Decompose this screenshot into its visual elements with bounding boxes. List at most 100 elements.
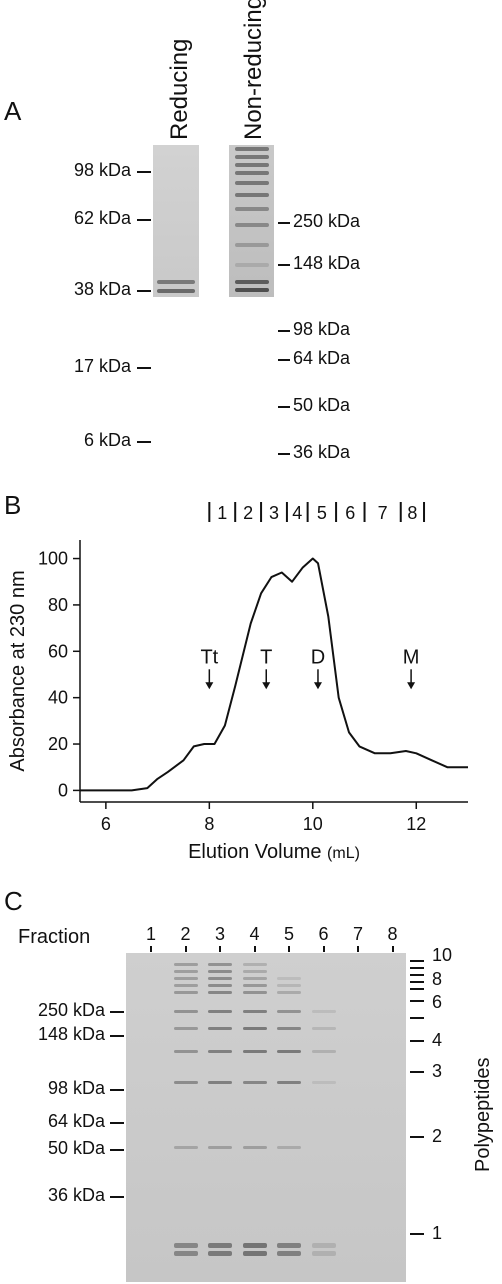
ladder-tick [410,1136,424,1138]
marker-tick [137,290,151,292]
annotation-arrow-head [262,682,271,690]
marker-label-148kda: 148 kDa [293,253,361,273]
y-tick-label: 100 [38,549,68,569]
marker-tick [278,359,290,361]
marker-label-250kda-c: 250 kDa [37,1000,105,1020]
gel-band [157,289,195,293]
ladder-tick [410,974,424,976]
marker-label-36kda: 36 kDa [293,442,351,462]
gel-band [173,1146,198,1149]
x-axis-label: Elution Volume (mL) [188,841,360,863]
annotation-arrow-head [205,682,214,690]
gel-band [235,263,269,267]
polypeptide-number-3: 3 [432,1061,443,1081]
polypeptide-number-10: 10 [432,945,453,965]
gel-band [208,1251,232,1256]
fraction-number: 2 [243,503,253,523]
gel-band [242,970,267,973]
lane-number: 1 [146,924,157,944]
marker-label-38kda: 38 kDa [73,279,131,299]
gel-band [242,977,267,980]
panel-c-label: C [4,886,23,916]
gel-band [208,1146,232,1149]
marker-label-17kda: 17 kDa [73,356,131,376]
gel-band [208,1050,232,1053]
lane-header-non-reducing: Non-reducing [240,0,267,140]
lane-tick [184,946,187,952]
gel-band [173,1050,198,1053]
marker-label-62kda: 62 kDa [73,208,131,228]
gel-band [277,1146,301,1149]
gel-band [173,984,198,987]
panel-a-label: A [4,96,22,126]
lane-number: 4 [249,924,260,944]
marker-tick [137,367,151,369]
y-tick-label: 60 [48,641,68,661]
gel-band [208,970,232,973]
x-tick-label: 10 [303,814,323,834]
x-tick-label: 6 [101,814,111,834]
marker-tick [110,1122,124,1124]
ladder-tick [410,1040,424,1042]
gel-band [157,280,195,284]
marker-label-98kda-right: 98 kDa [293,319,351,339]
marker-label-6kda: 6 kDa [83,430,131,450]
ladder-tick [410,981,424,983]
panel-b-label: B [4,490,22,520]
gel-band [208,1027,232,1030]
marker-tick [137,219,151,221]
gel-band [277,1251,301,1256]
ladder-tick [410,1233,424,1235]
gel-fraction-panel [126,953,406,1282]
gel-band [208,1010,232,1013]
lane-tick [391,946,394,952]
lane-tick [322,946,325,952]
lane-tick [150,946,152,952]
gel-band [173,1251,198,1256]
gel-band [242,1146,267,1149]
marker-label-64kda-c: 64 kDa [47,1111,105,1131]
elution-chart: 0 20 40 60 80 100 6 8 10 12 Elution Volume (mL) Abs… [7,502,468,863]
gel-band [277,991,301,994]
gel-band [242,1027,267,1030]
lane-number: 8 [387,924,398,944]
ladder-tick [410,1000,424,1002]
polypeptide-number-2: 2 [432,1126,443,1146]
ladder-tick [410,988,424,990]
annotation-label: D [311,646,325,668]
annotation-label: M [403,646,420,668]
gel-band [173,991,198,994]
gel-band [242,991,267,994]
lane-number: 3 [215,924,226,944]
lane-tick [253,946,256,952]
gel-band [277,1243,301,1248]
gel-band [277,1010,301,1013]
gel-band [311,1027,336,1030]
gel-band [242,1010,267,1013]
gel-band [208,963,232,966]
y-tick-label: 80 [48,595,68,615]
y-tick-label: 0 [58,780,68,800]
gel-band [242,1050,267,1053]
gel-band [208,977,232,980]
lane-number: 2 [180,924,191,944]
lane-tick [288,946,290,952]
annotation-label: T [260,646,272,668]
marker-label-250kda: 250 kDa [293,211,361,231]
gel-band [235,288,269,292]
series-line [80,557,468,792]
ladder-tick [410,960,424,962]
lane-tick [357,946,359,952]
marker-tick [110,1196,124,1198]
gel-band [208,1243,232,1248]
polypeptide-number-4: 4 [432,1030,443,1050]
gel-band [235,280,269,284]
fraction-number: 1 [217,503,227,523]
fraction-label: Fraction [18,926,91,948]
marker-label-64kda: 64 kDa [293,348,351,368]
ladder-tick [410,967,424,969]
gel-band [242,1251,267,1256]
gel-band [277,984,301,987]
gel-band [242,1081,267,1084]
gel-band [173,963,198,966]
